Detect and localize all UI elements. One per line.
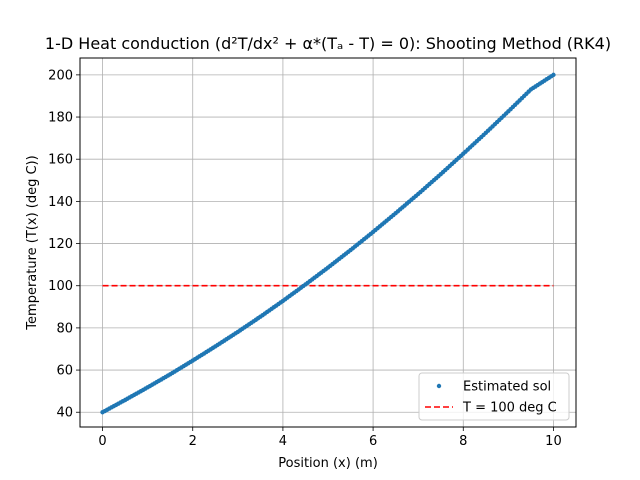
- legend-label-estimated-sol: Estimated sol: [463, 380, 551, 395]
- chart-title: 1-D Heat conduction (d²T/dx² + α*(Tₐ - T…: [45, 34, 611, 53]
- x-axis-label: Position (x) (m): [278, 456, 378, 471]
- legend-marker-estimated-sol: [436, 383, 442, 389]
- y-tick-label: 100: [48, 279, 73, 294]
- x-tick-label: 2: [189, 434, 197, 449]
- x-tick-label: 10: [545, 434, 562, 449]
- x-tick-label: 0: [98, 434, 106, 449]
- legend: Estimated sol T = 100 deg C: [418, 372, 570, 421]
- x-tick-label: 4: [279, 434, 287, 449]
- plot-frame: [79, 57, 577, 428]
- x-axis-ticks: 0 2 4 6 8 10: [98, 427, 562, 449]
- plot-series: [100, 72, 556, 415]
- x-tick-label: 8: [459, 434, 467, 449]
- data-point: [551, 72, 556, 78]
- y-tick-label: 200: [48, 68, 73, 83]
- y-tick-label: 160: [48, 153, 73, 168]
- legend-label-reference-line: T = 100 deg C: [462, 401, 557, 416]
- y-tick-label: 60: [56, 364, 73, 379]
- x-tick-label: 6: [369, 434, 377, 449]
- legend-box: [418, 372, 570, 421]
- y-tick-label: 120: [48, 237, 73, 252]
- y-tick-label: 180: [48, 111, 73, 126]
- y-tick-label: 80: [56, 321, 73, 336]
- y-axis-label: Temperature (T(x) (deg C)): [25, 155, 40, 330]
- y-tick-label: 140: [48, 195, 73, 210]
- y-axis-ticks: 40 60 80 100 120 140 160 180 200: [48, 68, 80, 421]
- y-tick-label: 40: [56, 406, 73, 421]
